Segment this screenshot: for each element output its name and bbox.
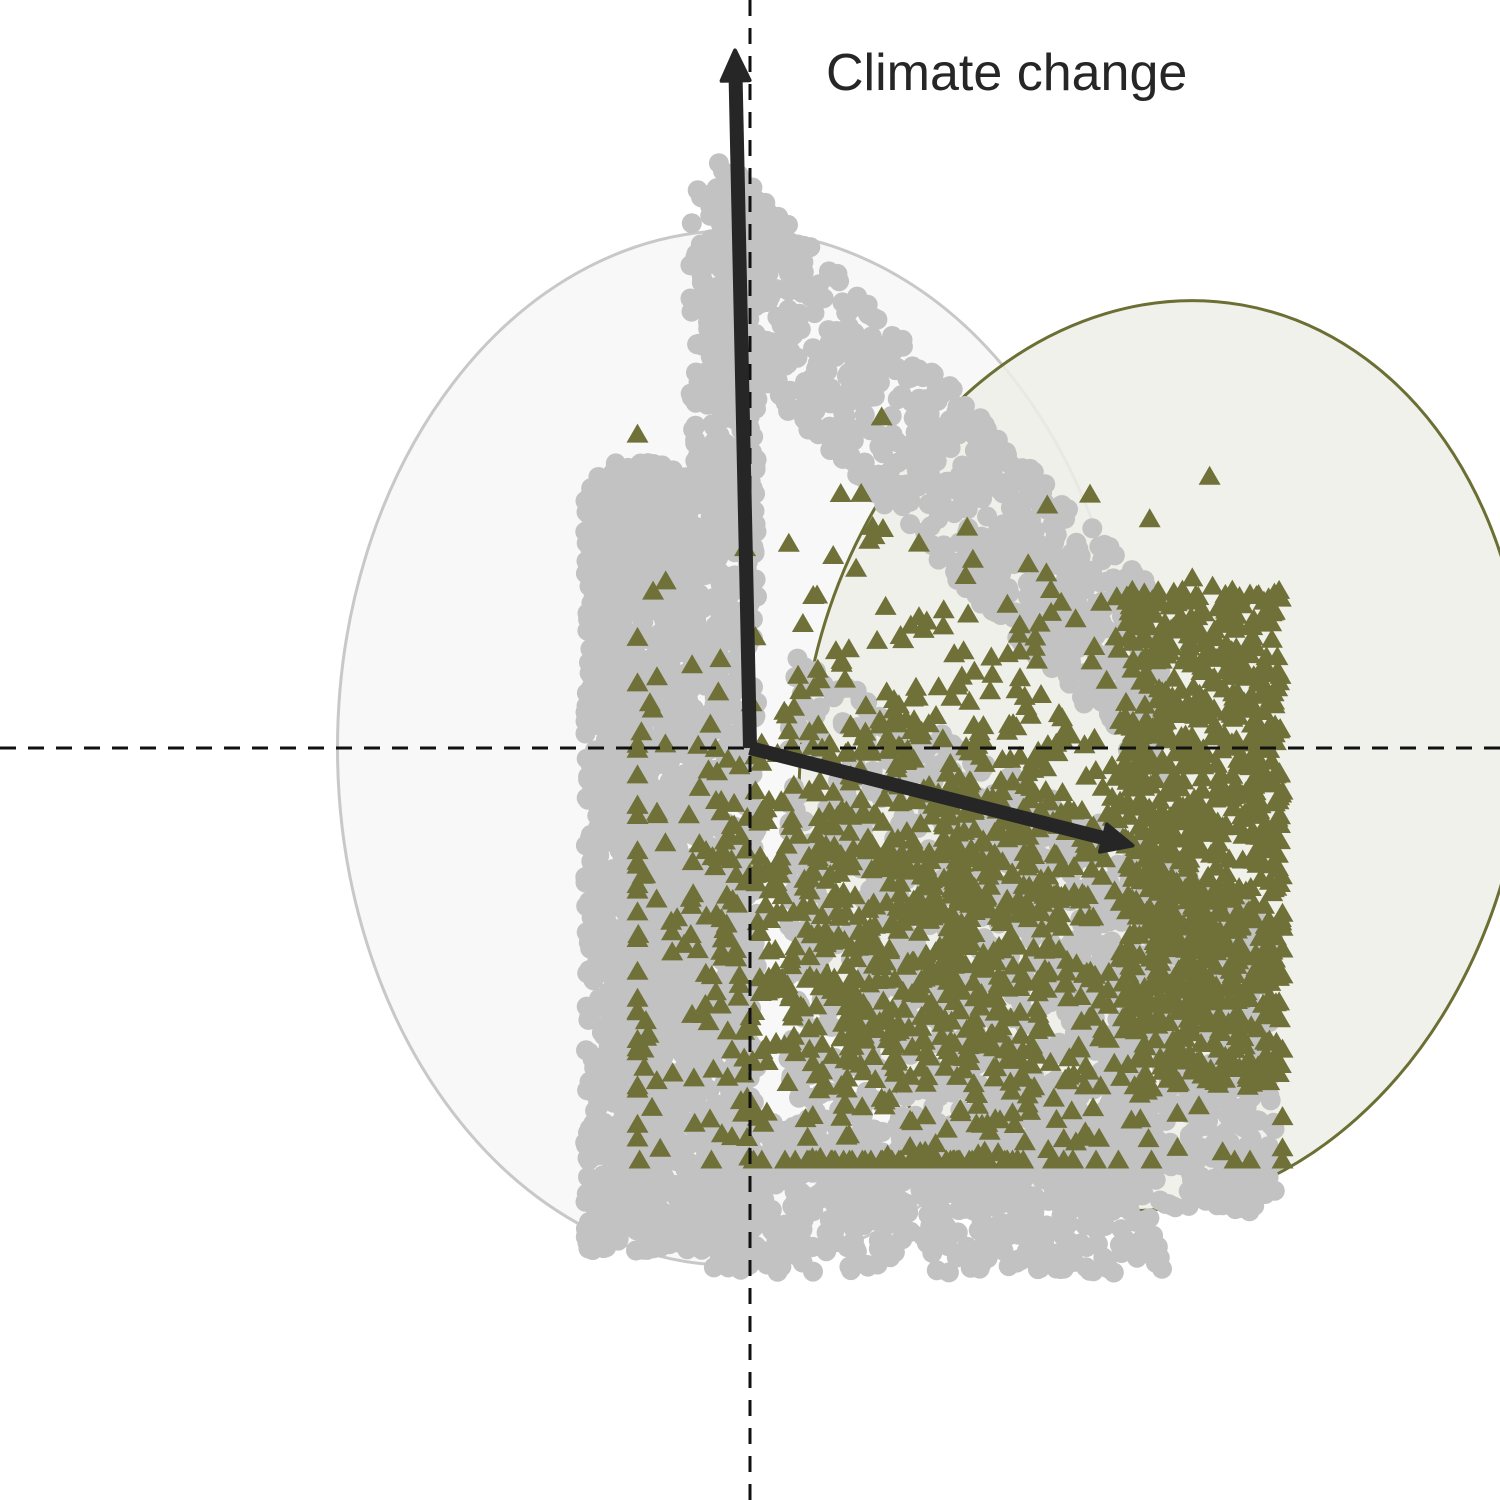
vector-arrowhead-1 xyxy=(1098,822,1135,854)
vector-arrowhead-0 xyxy=(719,48,752,83)
vector-arrow-1 xyxy=(748,741,1106,845)
vector-arrow-0 xyxy=(728,80,757,749)
green-points-layer xyxy=(626,406,1294,1169)
vector-arrows xyxy=(719,48,1135,854)
green-triangle-markers xyxy=(626,406,1294,1169)
vector-label-climate-change: Climate change xyxy=(826,44,1187,102)
